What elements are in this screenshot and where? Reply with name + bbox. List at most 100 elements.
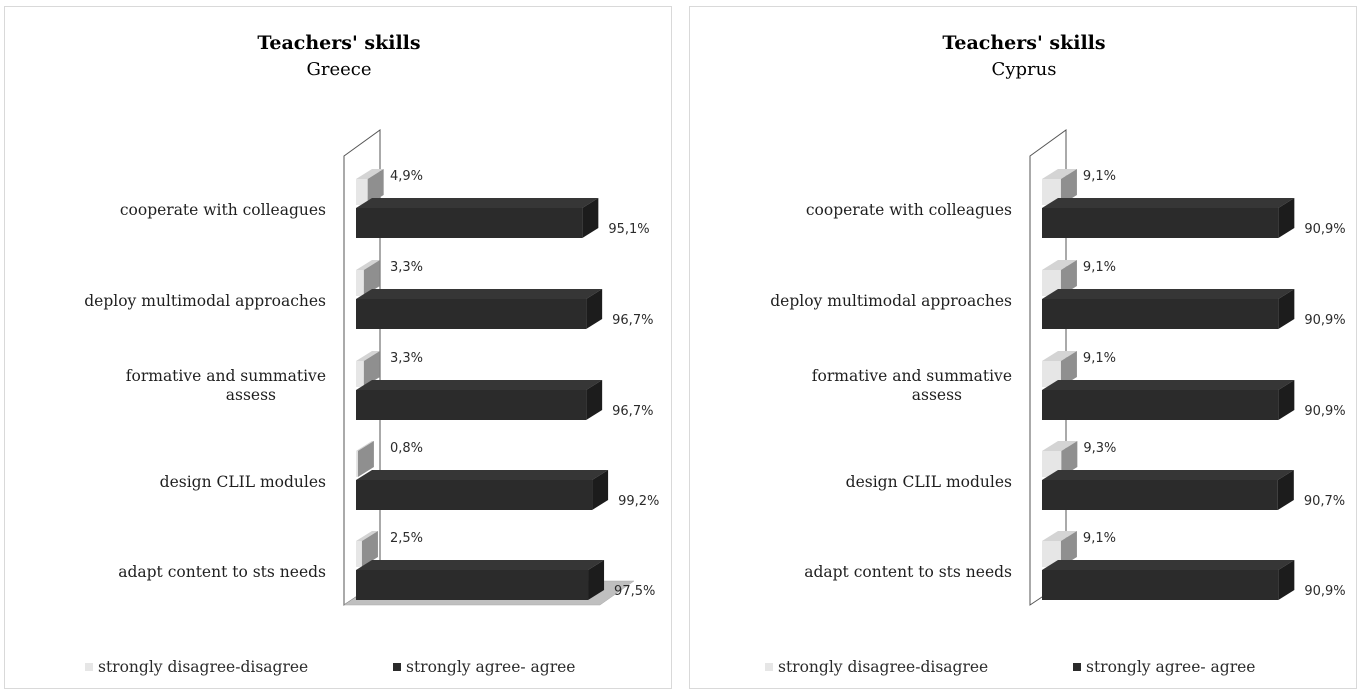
bar-agree-3-front	[1042, 480, 1278, 510]
legend-label-disagree: strongly disagree-disagree	[98, 658, 308, 676]
bar-agree-2-side	[586, 380, 603, 420]
bar-disagree-1	[1042, 260, 1077, 296]
bar-disagree-3-front	[1042, 451, 1062, 477]
bar-disagree-2-side	[363, 351, 380, 387]
bar-agree-1-side	[586, 289, 603, 329]
bar-agree-1-front	[1042, 299, 1279, 329]
legend-swatch-agree	[1073, 663, 1081, 671]
legend-label-agree: strongly agree- agree	[1086, 658, 1255, 676]
data-label-agree: 96,7%	[612, 313, 653, 328]
bar-disagree-4-side	[361, 531, 378, 567]
category-label-line1: formative and summative	[812, 367, 1012, 385]
data-label-disagree: 0,8%	[390, 441, 423, 456]
bar-disagree-2-top	[356, 351, 380, 361]
bar-agree-1-side	[1278, 289, 1295, 329]
bar-disagree-0-top	[1042, 169, 1077, 179]
bar-agree-2-front	[356, 390, 587, 420]
category-label-line2: assess	[226, 386, 276, 404]
category-label: adapt content to sts needs	[804, 563, 1012, 581]
bar-agree-0-front	[356, 208, 583, 238]
bar-disagree-0-side	[1060, 169, 1077, 205]
bar-disagree-0	[1042, 169, 1077, 205]
bar-disagree-1-front	[1042, 270, 1061, 296]
bar-disagree-1	[356, 260, 380, 296]
bar-agree-3-side	[592, 470, 609, 510]
data-label-disagree: 3,3%	[390, 260, 423, 275]
bar-agree-4-top	[356, 560, 605, 570]
chart-title: Teachers' skills	[942, 32, 1105, 54]
bar-disagree-2-front	[356, 361, 364, 387]
bar-agree-2	[356, 380, 603, 420]
bar-disagree-2	[1042, 351, 1077, 387]
bar-disagree-3	[1042, 441, 1078, 477]
bar-agree-1	[356, 289, 603, 329]
bar-disagree-4	[356, 531, 378, 567]
bar-disagree-4-front	[1042, 541, 1061, 567]
bar-disagree-1-side	[363, 260, 380, 296]
data-label-disagree: 9,1%	[1083, 351, 1116, 366]
bar-agree-4-side	[588, 560, 605, 600]
category-label: formative and summative assess	[812, 367, 1012, 404]
bar-agree-3	[356, 470, 609, 510]
bar-disagree-1-top	[356, 260, 380, 270]
data-label-disagree: 4,9%	[390, 169, 423, 184]
bar-agree-2-front	[1042, 390, 1279, 420]
chart-greece: Teachers' skills Greece cooperate with col…	[84, 32, 659, 676]
data-label-agree: 90,9%	[1304, 584, 1345, 599]
bar-agree-4-side	[1278, 560, 1295, 600]
data-label-agree: 97,5%	[614, 584, 655, 599]
chart-subtitle: Cyprus	[992, 59, 1057, 80]
bar-agree-4	[1042, 560, 1295, 600]
bar-agree-3-top	[356, 470, 609, 480]
data-label-disagree: 9,1%	[1083, 260, 1116, 275]
bar-disagree-3-top	[1042, 441, 1078, 451]
bar-agree-3	[1042, 470, 1294, 510]
category-label-line2: assess	[912, 386, 962, 404]
data-label-disagree: 3,3%	[390, 351, 423, 366]
bar-agree-0-top	[1042, 198, 1295, 208]
data-label-disagree: 9,3%	[1083, 441, 1116, 456]
bar-disagree-1-side	[1060, 260, 1077, 296]
bar-disagree-4	[1042, 531, 1077, 567]
data-label-agree: 90,9%	[1304, 313, 1345, 328]
bar-disagree-3-front	[356, 451, 358, 477]
chart-panel-cyprus: Teachers' skills Cyprus cooperate with col…	[689, 6, 1357, 689]
category-label: formative and summative assess	[126, 367, 326, 404]
category-label-line1: formative and summative	[126, 367, 326, 385]
bar-disagree-4-side	[1060, 531, 1077, 567]
chart-panel-greece: Teachers' skills Greece cooperate with col…	[4, 6, 672, 689]
bar-agree-3-top	[1042, 470, 1294, 480]
category-label: deploy multimodal approaches	[770, 292, 1012, 310]
data-label-disagree: 9,1%	[1083, 169, 1116, 184]
legend-swatch-agree	[393, 663, 401, 671]
bar-disagree-2	[356, 351, 380, 387]
category-label: deploy multimodal approaches	[84, 292, 326, 310]
category-label: adapt content to sts needs	[118, 563, 326, 581]
bar-agree-2-top	[1042, 380, 1295, 390]
bar-agree-4	[356, 560, 605, 600]
bar-disagree-2-top	[1042, 351, 1077, 361]
bar-agree-0-side	[582, 198, 599, 238]
bar-agree-1-front	[356, 299, 587, 329]
bar-disagree-4-top	[356, 531, 378, 541]
bar-agree-3-front	[356, 480, 593, 510]
bar-agree-2	[1042, 380, 1295, 420]
data-label-disagree: 2,5%	[390, 531, 423, 546]
chart-subtitle: Greece	[306, 59, 371, 80]
category-label: design CLIL modules	[846, 473, 1012, 491]
data-label-agree: 95,1%	[608, 222, 649, 237]
bar-agree-0	[1042, 198, 1295, 238]
bar-disagree-3-top	[356, 441, 374, 451]
bar-disagree-3	[356, 441, 374, 477]
data-label-agree: 90,9%	[1304, 404, 1345, 419]
data-label-agree: 90,9%	[1304, 222, 1345, 237]
bar-agree-0-top	[356, 198, 599, 208]
category-label: cooperate with colleagues	[120, 201, 326, 219]
data-label-agree: 96,7%	[612, 404, 653, 419]
chart-title: Teachers' skills	[257, 32, 420, 54]
bar-agree-0-side	[1278, 198, 1295, 238]
bar-disagree-0-front	[356, 179, 368, 205]
bar-disagree-4-top	[1042, 531, 1077, 541]
category-label: cooperate with colleagues	[806, 201, 1012, 219]
bar-disagree-4-front	[356, 541, 362, 567]
